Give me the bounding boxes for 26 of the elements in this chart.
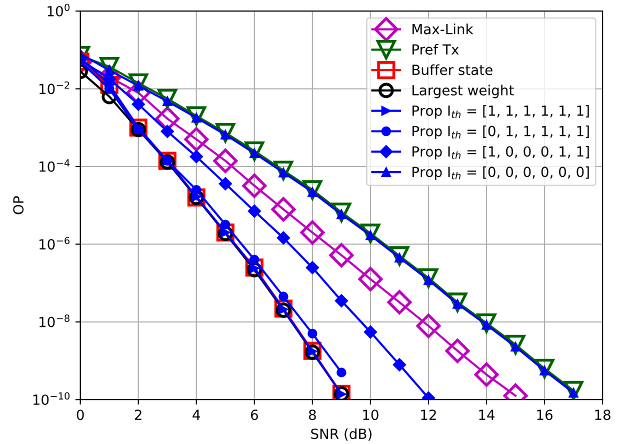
y-tick-label: 10$^{0}$ [48, 4, 70, 16]
legend-label: Buffer state [412, 64, 492, 76]
x-tick-label: 12 [421, 410, 436, 420]
y-tick-label: 10$^{−6}$ [40, 236, 70, 250]
legend-label: Largest weight [412, 84, 514, 98]
legend-label: Prop I$_{th}$ = [0, 1, 1, 1, 1, 1] [412, 126, 589, 140]
x-tick-label: 10 [363, 410, 378, 420]
y-tick-label: 10$^{−8}$ [40, 314, 70, 328]
x-tick-label: 8 [308, 410, 316, 420]
x-tick-label: 4 [192, 410, 200, 420]
legend-label: Prop I$_{th}$ = [0, 0, 0, 0, 0, 0] [412, 166, 589, 180]
legend-label: Prop I$_{th}$ = [1, 1, 1, 1, 1, 1] [412, 105, 589, 119]
x-tick-label: 18 [595, 410, 610, 420]
y-tick-label: 10$^{−2}$ [40, 81, 70, 94]
legend-label: Prop I$_{th}$ = [1, 0, 0, 0, 1, 1] [412, 146, 589, 160]
x-tick-label: 0 [76, 410, 84, 420]
legend-label: Max-Link [412, 24, 474, 34]
y-tick-label: 10$^{−4}$ [40, 159, 70, 172]
x-tick-label: 6 [250, 410, 258, 420]
x-tick-label: 16 [537, 410, 552, 420]
y-tick-label: 10$^{−10}$ [33, 392, 70, 405]
y-axis-title: OP [13, 196, 24, 214]
legend-label: Pref Tx [412, 44, 459, 55]
x-tick-label: 2 [134, 410, 142, 420]
x-axis-title: SNR (dB) [311, 428, 372, 441]
x-tick-label: 14 [479, 410, 495, 420]
